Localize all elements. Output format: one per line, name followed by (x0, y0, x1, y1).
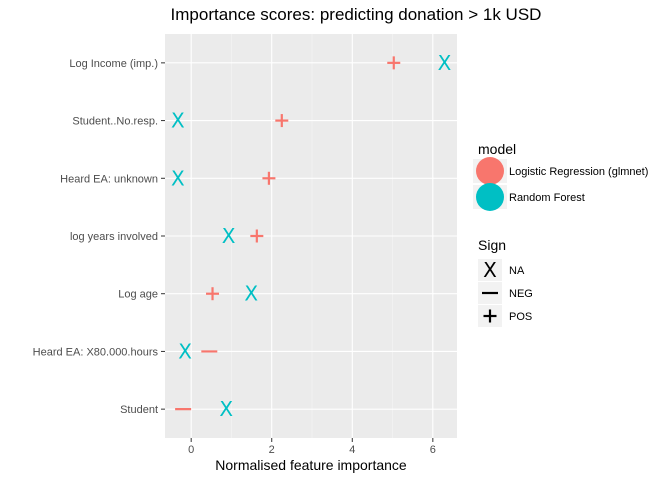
y-tick-label: Log age (118, 289, 158, 301)
legend-color-swatch (476, 183, 504, 211)
y-tick-label: Heard EA: unknown (60, 173, 158, 185)
data-points: X X X X X X X (171, 51, 452, 421)
legend-model-label: Random Forest (509, 192, 585, 204)
legend-model-title: model (478, 141, 516, 157)
y-tick-label: Student..No.resp. (72, 116, 158, 128)
x-tick-label: 0 (188, 444, 194, 456)
legend-model-label: Logistic Regression (glmnet) (509, 166, 648, 178)
data-point-logistic-regression-glmnet (250, 229, 264, 243)
x-tick-label: 4 (349, 444, 355, 456)
x-mark-icon: X (483, 258, 497, 282)
data-point-random-forest: X (219, 397, 233, 421)
svg-text:X: X (438, 51, 452, 75)
svg-text:X: X (483, 258, 497, 282)
legend-sign-label: NEG (509, 288, 533, 300)
data-point-logistic-regression-glmnet (262, 171, 276, 185)
x-axis-label: Normalised feature importance (215, 457, 407, 473)
legend-color-swatch (476, 157, 504, 185)
y-axis-tick-labels: Log Income (imp.) Student..No.resp. Heard … (33, 58, 159, 416)
svg-text:X: X (178, 339, 192, 363)
y-tick-label: Log Income (imp.) (69, 58, 158, 70)
grid-lines (165, 34, 457, 438)
svg-text:X: X (219, 397, 233, 421)
svg-text:X: X (222, 224, 236, 248)
svg-text:X: X (171, 109, 185, 133)
axis-ticks (161, 62, 434, 442)
legend: model Sign Logistic Regression (glmnet) R… (473, 141, 648, 327)
data-point-logistic-regression-glmnet (206, 287, 220, 301)
svg-text:X: X (244, 282, 258, 306)
data-point-logistic-regression-glmnet (275, 114, 289, 128)
svg-text:X: X (171, 166, 185, 190)
data-point-random-forest: X (222, 224, 236, 248)
x-tick-label: 2 (269, 444, 275, 456)
legend-key-bg (478, 259, 502, 281)
data-point-random-forest: X (438, 51, 452, 75)
x-axis-tick-labels: 0 2 4 6 (188, 444, 436, 456)
y-tick-label: log years involved (70, 231, 158, 243)
plus-icon (483, 309, 497, 323)
chart-title: Importance scores: predicting donation >… (171, 5, 542, 24)
data-point-random-forest: X (171, 166, 185, 190)
y-tick-label: Heard EA: X80.000.hours (33, 346, 159, 358)
x-tick-label: 6 (430, 444, 436, 456)
legend-sign-label: POS (509, 311, 532, 323)
data-point-logistic-regression-glmnet (387, 56, 401, 70)
data-point-random-forest: X (244, 282, 258, 306)
data-point-random-forest: X (178, 339, 192, 363)
data-point-random-forest: X (171, 109, 185, 133)
legend-sign-label: NA (509, 265, 525, 277)
legend-sign-title: Sign (478, 237, 506, 253)
y-tick-label: Student (120, 404, 158, 416)
